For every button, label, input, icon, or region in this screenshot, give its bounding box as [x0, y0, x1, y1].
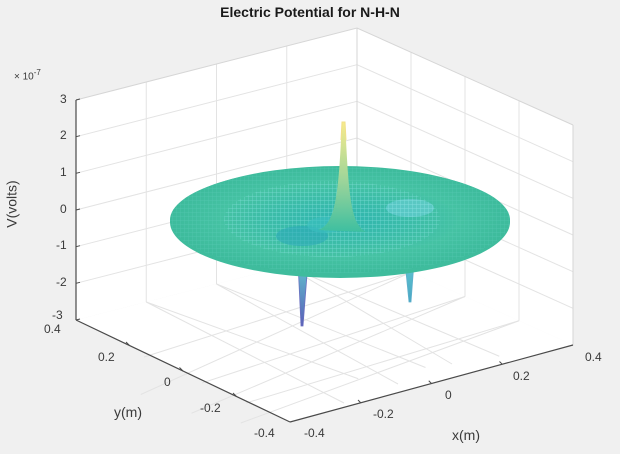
y-tick-label: 0.2 — [98, 350, 115, 364]
z-tick-label: -2 — [56, 275, 67, 289]
z-tick-label: 3 — [60, 92, 67, 106]
z-tick-label: -1 — [56, 238, 67, 252]
x-axis-label: x(m) — [452, 427, 480, 443]
x-tick-label: 0.4 — [585, 350, 602, 364]
y-axis-label: y(m) — [114, 404, 142, 420]
z-tick-label: 1 — [60, 165, 67, 179]
y-tick-label: -0.4 — [254, 426, 275, 440]
x-tick-label: 0 — [445, 388, 452, 402]
z-tick-label: 0 — [60, 202, 67, 216]
z-tick-label: -3 — [52, 308, 63, 322]
x-tick-label: -0.2 — [373, 407, 394, 421]
y-tick-label: -0.2 — [200, 401, 221, 415]
y-tick-label: 0 — [164, 375, 171, 389]
x-tick-label: -0.4 — [304, 426, 325, 440]
y-tick-label: 0.4 — [44, 322, 61, 336]
z-exponent-label: × 10-7 — [14, 68, 41, 83]
chart-title: Electric Potential for N-H-N — [220, 4, 400, 20]
z-tick-label: 2 — [60, 128, 67, 142]
z-axis-label: V(volts) — [3, 180, 20, 228]
positive-peak — [318, 121, 366, 232]
x-tick-label: 0.2 — [513, 369, 530, 383]
